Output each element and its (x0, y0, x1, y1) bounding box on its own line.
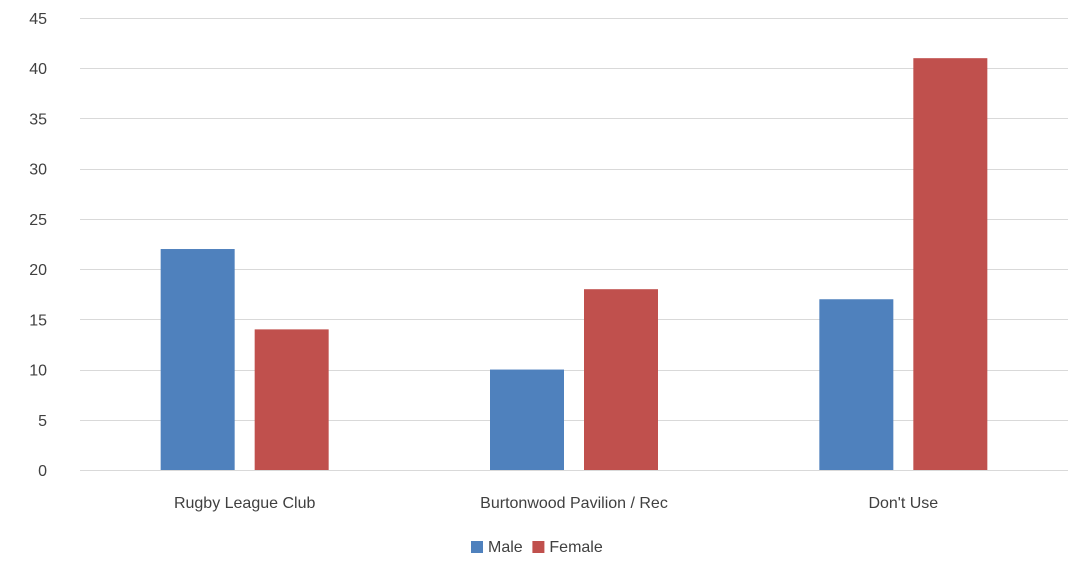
y-tick-label: 25 (29, 212, 47, 229)
bars (160, 58, 988, 471)
x-axis-category-labels: Rugby League Club Burtonwood Pavilion / R… (174, 495, 938, 512)
legend-label-male: Male (488, 539, 523, 556)
legend-swatch-male (471, 541, 483, 553)
x-category-label: Burtonwood Pavilion / Rec (480, 495, 668, 512)
y-tick-label: 45 (29, 11, 47, 28)
x-category-label: Rugby League Club (174, 495, 316, 512)
y-tick-label: 5 (38, 413, 47, 430)
y-tick-label: 35 (29, 111, 47, 128)
x-category-label: Don't Use (868, 495, 938, 512)
bar-female-0 (254, 329, 329, 470)
y-tick-label: 20 (29, 262, 47, 279)
bar-female-1 (584, 289, 658, 470)
y-tick-label: 30 (29, 162, 47, 179)
y-tick-label: 40 (29, 61, 47, 78)
y-tick-label: 0 (38, 463, 47, 480)
y-axis-tick-labels: 0 5 10 15 20 25 30 35 40 45 (29, 11, 47, 480)
bar-male-1 (490, 369, 564, 470)
y-tick-label: 10 (29, 363, 47, 380)
bar-male-2 (819, 299, 894, 470)
gridlines (80, 18, 1068, 471)
legend-label-female: Female (549, 539, 602, 556)
legend: Male Female (471, 539, 603, 556)
y-tick-label: 15 (29, 312, 47, 329)
legend-swatch-female (532, 541, 545, 553)
bar-female-2 (913, 58, 988, 471)
bar-male-0 (160, 249, 235, 470)
